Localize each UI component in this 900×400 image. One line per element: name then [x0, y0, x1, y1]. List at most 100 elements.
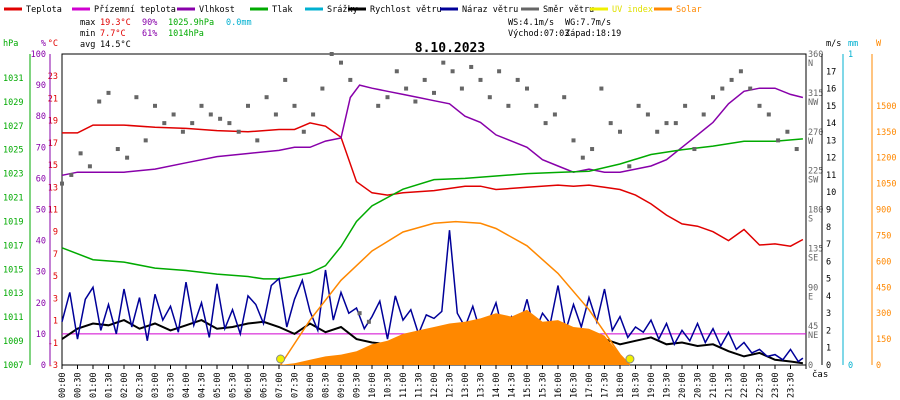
x-tick-label-33: 16:30	[570, 372, 580, 398]
solar-axis-tick-6: 600	[876, 257, 891, 267]
windspeed-axis-tick-13: 4	[826, 292, 831, 302]
x-tick-label-31: 15:30	[539, 372, 549, 398]
stat-avg-temp: 14.5°C	[100, 40, 131, 50]
x-tick-label-20: 10:00	[368, 372, 378, 398]
winddir-point-31	[348, 77, 353, 82]
legend-label-0: Teplota	[26, 5, 62, 15]
winddir-axis-dir-7: NE	[808, 331, 818, 341]
solar-axis-tick-9: 150	[876, 335, 891, 345]
humidity-axis-tick-5: 50	[36, 206, 46, 216]
winddir-point-37	[404, 86, 409, 91]
humidity-axis-tick-3: 70	[36, 143, 46, 153]
winddir-axis-tick-4: 180	[808, 206, 823, 216]
humidity-axis-tick-7: 30	[36, 268, 46, 278]
winddir-axis-dir-1: NW	[808, 98, 819, 108]
winddir-point-40	[432, 90, 436, 95]
x-tick-label-8: 04:00	[182, 372, 192, 398]
pressure-axis-tick-3: 1025	[3, 146, 23, 156]
winddir-point-9	[143, 138, 148, 143]
x-tick-label-46: 23:00	[771, 372, 781, 398]
humidity-axis-unit: %	[41, 39, 46, 49]
windspeed-axis-tick-11: 6	[826, 257, 831, 267]
temperature-axis-tick-1: 21	[48, 94, 58, 104]
legend-label-5: Rychlost větru	[370, 5, 442, 15]
x-tick-label-12: 06:00	[244, 372, 254, 398]
winddir-point-64	[655, 129, 660, 134]
solar-axis-unit: W	[876, 39, 882, 49]
temperature-axis-tick-13: -3	[48, 361, 58, 371]
winddir-point-44	[469, 64, 474, 69]
winddir-point-36	[394, 69, 399, 74]
winddir-point-65	[664, 121, 669, 126]
winddir-point-38	[413, 99, 418, 104]
x-tick-label-30: 15:00	[523, 372, 533, 398]
x-tick-label-42: 21:00	[709, 372, 719, 398]
x-tick-label-47: 23:30	[787, 372, 797, 398]
solar-axis-tick-0: 1500	[876, 102, 896, 112]
winddir-point-1	[69, 172, 74, 177]
temperature-axis-tick-9: 5	[53, 272, 58, 282]
x-tick-label-1: 00:30	[74, 372, 84, 398]
winddir-axis-dir-2: W	[808, 137, 814, 147]
solar-axis-tick-7: 450	[876, 283, 891, 293]
x-axis-unit: čas	[812, 369, 828, 380]
x-tick-label-32: 16:00	[554, 372, 564, 398]
x-tick-label-37: 18:30	[632, 372, 642, 398]
stats-block: max 19.3°C 90% 1025.9hPa 0.0mm min 7.7°C…	[80, 18, 621, 50]
winddir-point-7	[125, 155, 130, 160]
solar-axis-tick-10: 0	[876, 361, 881, 371]
winddir-point-4	[97, 99, 102, 104]
winddir-axis-tick-1: 315	[808, 89, 823, 99]
x-tick-label-19: 09:30	[353, 372, 363, 398]
humidity-axis-tick-4: 60	[36, 174, 46, 184]
winddir-point-61	[627, 164, 632, 169]
pressure-axis-unit: hPa	[3, 39, 18, 49]
winddir-point-15	[199, 103, 204, 108]
winddir-point-59	[608, 121, 613, 126]
rain-axis-tick-0: 1	[848, 50, 853, 60]
pressure-axis-tick-8: 1015	[3, 265, 23, 275]
pressure-axis-tick-0: 1031	[3, 74, 23, 84]
x-tick-label-24: 12:00	[430, 372, 440, 398]
temperature-axis-tick-0: 23	[48, 72, 58, 82]
legend-label-4: Srážky	[327, 5, 358, 15]
windspeed-axis-tick-4: 13	[826, 136, 836, 146]
pressure-axis-tick-12: 1007	[3, 361, 23, 371]
solar-area	[279, 309, 630, 365]
stat-min-label: min	[80, 29, 95, 39]
windspeed-axis-tick-3: 14	[826, 119, 836, 129]
winddir-point-72	[729, 77, 734, 82]
winddir-point-77	[776, 138, 781, 143]
winddir-point-34	[376, 103, 381, 108]
winddir-point-11	[162, 121, 167, 126]
winddir-point-13	[180, 129, 185, 134]
series-1	[61, 84, 804, 177]
winddir-point-66	[673, 121, 678, 126]
x-tick-label-44: 22:00	[740, 372, 750, 398]
x-tick-label-26: 13:00	[461, 372, 471, 398]
winddir-point-8	[134, 95, 139, 100]
x-tick-label-22: 11:00	[399, 372, 409, 398]
winddir-point-29	[329, 52, 334, 56]
winddir-point-6	[115, 147, 120, 152]
winddir-point-53	[552, 112, 557, 117]
windspeed-axis-tick-8: 9	[826, 206, 831, 216]
x-tick-label-5: 02:30	[136, 372, 146, 398]
x-tick-label-45: 22:30	[756, 372, 766, 398]
x-tick-label-41: 20:30	[694, 372, 704, 398]
winddir-point-39	[422, 77, 427, 82]
pressure-axis-tick-1: 1029	[3, 98, 23, 108]
x-tick-label-43: 21:30	[725, 372, 735, 398]
pressure-axis-tick-10: 1011	[3, 313, 23, 323]
temperature-axis-tick-7: 9	[53, 228, 58, 238]
stat-max-label: max	[80, 18, 95, 28]
winddir-point-63	[645, 112, 650, 117]
winddir-point-27	[311, 112, 316, 117]
winddir-point-42	[450, 69, 455, 74]
humidity-axis-tick-6: 40	[36, 237, 46, 247]
x-tick-label-3: 01:30	[105, 372, 115, 398]
solar-axis-tick-1: 1350	[876, 128, 896, 138]
pressure-axis-tick-7: 1017	[3, 241, 23, 251]
series-0	[62, 122, 804, 247]
